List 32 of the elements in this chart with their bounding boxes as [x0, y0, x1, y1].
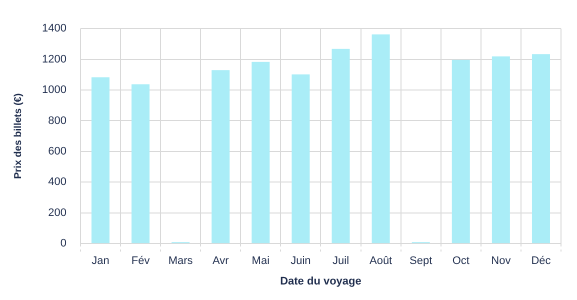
bar [132, 84, 150, 244]
x-tick-label: Nov [491, 255, 512, 268]
x-tick-label: Août [369, 255, 392, 268]
x-tick-label: Mars [168, 255, 194, 268]
bar [212, 70, 230, 244]
x-tick-label: Avr [212, 255, 230, 268]
y-tick-label: 800 [48, 114, 66, 127]
x-tick-label: Fév [131, 255, 150, 268]
x-tick-label: Déc [531, 255, 552, 268]
bar [252, 62, 270, 244]
x-tick-label: Juin [290, 255, 311, 268]
x-tick-label: Sept [410, 255, 432, 268]
bar [372, 34, 390, 244]
x-tick-label: Juil [332, 255, 350, 268]
x-tick-label: Jan [92, 255, 110, 268]
y-tick-label: 1000 [42, 84, 66, 96]
y-tick-label: 1200 [42, 53, 66, 66]
y-tick-label: 600 [48, 145, 66, 158]
bar [91, 77, 110, 244]
bar [332, 48, 350, 244]
bar [532, 54, 550, 244]
x-tick-label: Mai [252, 255, 270, 268]
y-tick-label: 0 [60, 238, 66, 250]
y-tick-label: 200 [48, 206, 66, 219]
bar [452, 60, 470, 244]
bar [492, 56, 510, 244]
y-tick-label: 400 [48, 176, 66, 188]
bar [292, 74, 310, 244]
x-tick-label: Oct [452, 255, 470, 268]
y-axis-title: Prix des billets (€) [12, 93, 24, 179]
y-tick-label: 1400 [42, 22, 66, 35]
x-axis-title: Date du voyage [280, 275, 362, 288]
